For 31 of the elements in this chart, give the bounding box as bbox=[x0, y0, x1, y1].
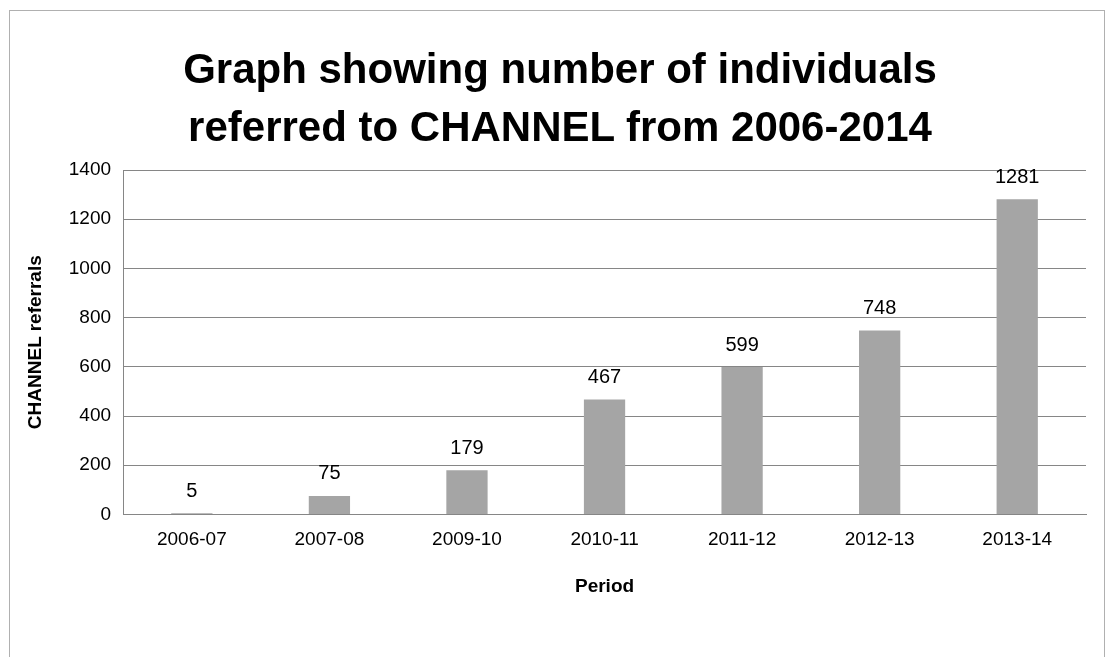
x-axis-title: Period bbox=[574, 574, 635, 596]
x-tick-label: 2006-07 bbox=[156, 528, 227, 550]
x-tick-label: 2009-10 bbox=[432, 528, 502, 550]
data-label: 467 bbox=[587, 365, 622, 388]
data-label: 179 bbox=[450, 435, 484, 458]
y-tick-label: 0 bbox=[100, 502, 112, 524]
x-tick-label: 2007-08 bbox=[294, 528, 365, 550]
x-tick-label: 2010-11 bbox=[570, 528, 639, 550]
bar bbox=[996, 199, 1038, 514]
y-tick-label: 600 bbox=[79, 355, 112, 377]
bar bbox=[859, 330, 901, 514]
data-label: 599 bbox=[725, 332, 759, 355]
y-axis-title: CHANNEL referrals bbox=[23, 255, 45, 430]
bar bbox=[446, 470, 488, 514]
data-label: 75 bbox=[318, 461, 341, 484]
bar bbox=[308, 495, 351, 514]
y-tick-label: 800 bbox=[79, 305, 112, 327]
chart-title: Graph showing number of individuals referred to CHANNEL from 2006-2014 bbox=[182, 44, 938, 152]
data-label: 748 bbox=[862, 295, 897, 318]
data-label: 5 bbox=[186, 478, 198, 501]
x-tick-label: 2013-14 bbox=[982, 528, 1053, 550]
x-tick-label: 2011-12 bbox=[707, 528, 777, 550]
data-label: 1281 bbox=[994, 164, 1040, 187]
y-tick-label: 1400 bbox=[68, 158, 112, 180]
y-tick-label: 1000 bbox=[68, 256, 112, 278]
bar bbox=[721, 367, 763, 514]
y-tick-label: 400 bbox=[79, 404, 112, 426]
y-tick-label: 200 bbox=[79, 453, 112, 475]
x-tick-label: 2012-13 bbox=[844, 528, 915, 550]
bar bbox=[583, 399, 626, 514]
y-tick-label: 1200 bbox=[68, 207, 112, 229]
